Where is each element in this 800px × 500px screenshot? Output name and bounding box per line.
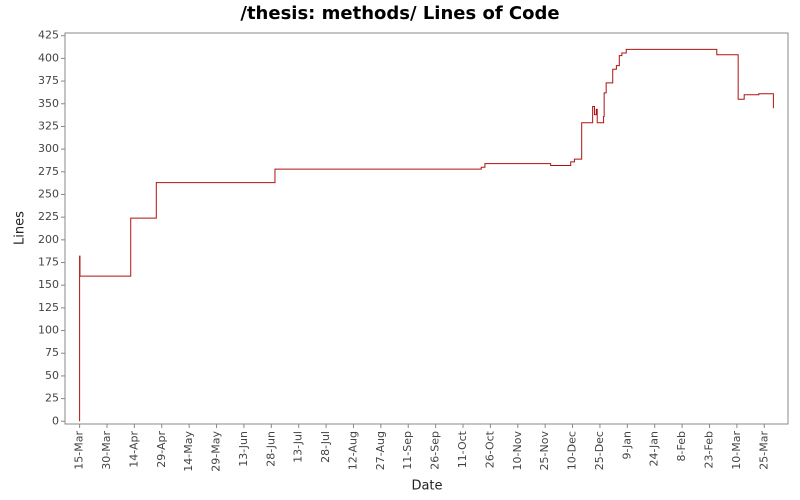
x-tick-label: 25-Dec xyxy=(593,431,606,470)
x-tick-label: 13-Jul xyxy=(292,431,305,463)
x-tick-label: 11-Sep xyxy=(401,431,414,470)
y-tick-label: 75 xyxy=(45,346,59,359)
x-tick-label: 14-May xyxy=(182,431,195,472)
x-tick-label: 29-Apr xyxy=(155,431,168,468)
x-tick-label: 14-Apr xyxy=(127,431,140,468)
x-tick-label: 28-Jul xyxy=(319,431,332,463)
y-tick-label: 50 xyxy=(45,369,59,382)
y-tick-label: 225 xyxy=(38,210,59,223)
y-tick-label: 350 xyxy=(38,97,59,110)
y-tick-label: 125 xyxy=(38,301,59,314)
x-tick-label: 25-Nov xyxy=(538,431,551,471)
y-tick-label: 375 xyxy=(38,74,59,87)
y-tick-label: 100 xyxy=(38,324,59,337)
x-tick-label: 13-Jun xyxy=(237,431,250,467)
y-tick-label: 400 xyxy=(38,51,59,64)
x-tick-label: 10-Dec xyxy=(566,431,579,470)
x-tick-label: 12-Aug xyxy=(346,431,359,470)
x-axis-title: Date xyxy=(411,479,442,494)
data-line xyxy=(79,48,774,422)
y-tick-label: 175 xyxy=(38,256,59,269)
y-tick-label: 250 xyxy=(38,187,59,200)
y-tick-label: 200 xyxy=(38,233,59,246)
x-tick-label: 30-Mar xyxy=(100,431,113,470)
y-tick-label: 275 xyxy=(38,165,59,178)
x-tick-label: 25-Mar xyxy=(757,431,770,470)
x-tick-label: 11-Oct xyxy=(456,430,469,468)
y-tick-label: 300 xyxy=(38,142,59,155)
y-axis-title: Lines xyxy=(13,211,28,245)
x-tick-label: 23-Feb xyxy=(702,431,715,468)
x-tick-label: 9-Jan xyxy=(620,431,633,460)
x-tick-label: 26-Oct xyxy=(483,430,496,468)
x-tick-label: 10-Nov xyxy=(511,431,524,471)
plot-area xyxy=(64,32,789,425)
x-tick-label: 28-Jun xyxy=(264,431,277,467)
x-tick-label: 26-Sep xyxy=(429,431,442,470)
x-tick-label: 8-Feb xyxy=(675,431,688,461)
y-tick-label: 0 xyxy=(52,414,59,427)
x-tick-label: 15-Mar xyxy=(73,431,86,470)
x-tick-label: 10-Mar xyxy=(730,431,743,470)
x-tick-label: 27-Aug xyxy=(374,431,387,470)
y-tick-label: 325 xyxy=(38,119,59,132)
x-tick-label: 24-Jan xyxy=(648,431,661,467)
y-tick-label: 425 xyxy=(38,29,59,42)
x-tick-label: 29-May xyxy=(210,431,223,472)
y-tick-label: 150 xyxy=(38,278,59,291)
y-tick-label: 25 xyxy=(45,392,59,405)
chart-title: /thesis: methods/ Lines of Code xyxy=(240,3,559,24)
